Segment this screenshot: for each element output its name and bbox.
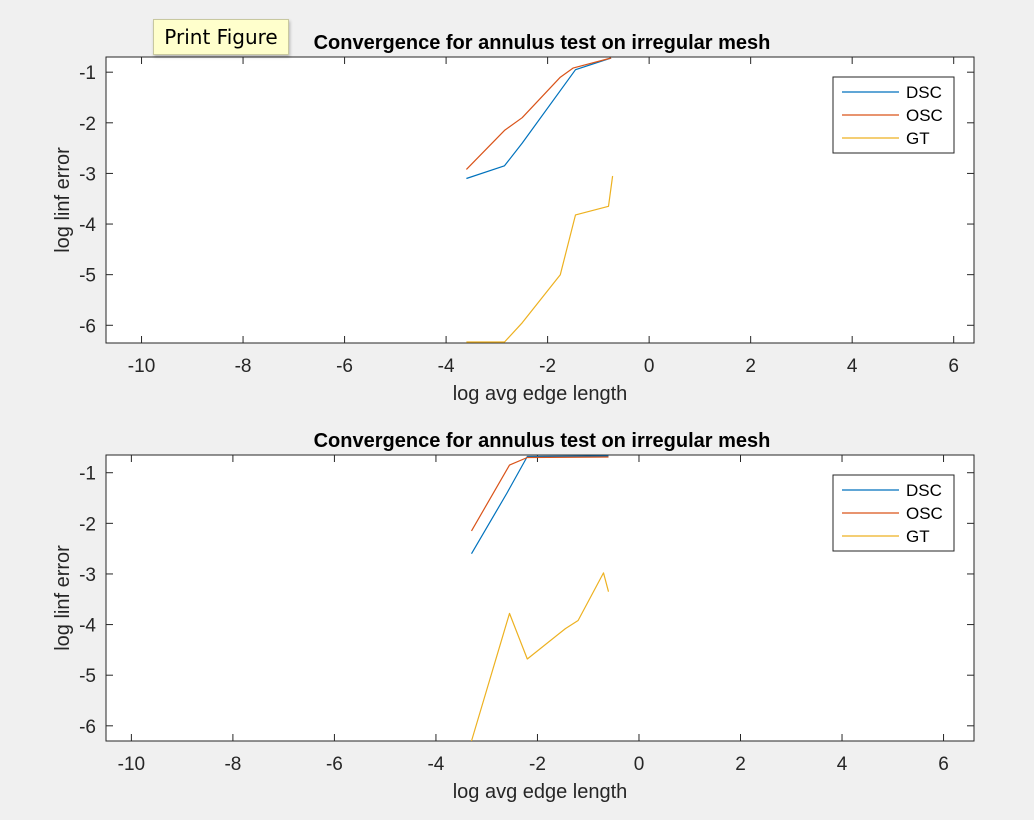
x-tick-label: 2 [735, 754, 746, 775]
chart-title: Convergence for annulus test on irregula… [314, 430, 771, 452]
x-tick-label: -2 [529, 754, 546, 775]
plot-area [105, 56, 975, 344]
y-tick-label: -3 [79, 565, 96, 586]
series-line-dsc [470, 455, 609, 555]
series-line-osc [470, 456, 609, 532]
x-tick-label: -4 [427, 754, 444, 775]
series-line-dsc [466, 57, 612, 180]
x-axis-label: log avg edge length [453, 781, 628, 803]
x-tick-label: -4 [438, 356, 455, 377]
x-tick-label: -10 [128, 356, 155, 377]
series-line-osc [465, 57, 612, 170]
x-tick-label: -6 [326, 754, 343, 775]
x-tick-label: 4 [837, 754, 848, 775]
series-line-gt [466, 175, 614, 343]
x-tick-label: 2 [745, 356, 756, 377]
x-axis-label: log avg edge length [453, 383, 628, 405]
legend: DSC OSC GT [832, 474, 955, 552]
x-tick-label: -6 [336, 356, 353, 377]
y-axis-label: log linf error [52, 147, 74, 253]
y-axis-label: log linf error [52, 545, 74, 651]
y-tick-label: -1 [79, 63, 96, 84]
legend: DSC OSC GT [832, 76, 955, 154]
print-figure-tooltip: Print Figure [153, 19, 289, 55]
y-tick-label: -3 [79, 164, 96, 185]
x-tick-label: 4 [847, 356, 858, 377]
x-tick-label: -10 [118, 754, 145, 775]
legend-label-osc: OSC [906, 106, 943, 125]
x-tick-label: -8 [235, 356, 252, 377]
y-tick-label: -2 [79, 114, 96, 135]
x-tick-label: 6 [938, 754, 949, 775]
legend-label-osc: OSC [906, 504, 943, 523]
x-tick-label: 6 [948, 356, 959, 377]
legend-label-dsc: DSC [906, 481, 942, 500]
legend-label-dsc: DSC [906, 83, 942, 102]
legend-label-gt: GT [906, 129, 930, 148]
legend-label-gt: GT [906, 527, 930, 546]
y-tick-label: -2 [79, 514, 96, 535]
plot-area [105, 454, 975, 742]
y-tick-label: -4 [79, 616, 96, 637]
y-tick-label: -1 [79, 464, 96, 485]
y-tick-label: -6 [79, 316, 96, 337]
x-tick-label: 0 [644, 356, 655, 377]
x-tick-label: -8 [224, 754, 241, 775]
y-tick-label: -4 [79, 215, 96, 236]
chart-2: -10 -8 -6 -4 -2 0 2 4 6 -6 -5 -4 -3 -2 -1 Convergence f… [52, 430, 975, 803]
series-line-gt [470, 572, 610, 742]
y-tick-label: -5 [79, 266, 96, 287]
y-tick-label: -5 [79, 666, 96, 687]
y-tick-label: -6 [79, 717, 96, 738]
x-tick-label: -2 [539, 356, 556, 377]
x-tick-label: 0 [634, 754, 645, 775]
chart-1: -10 -8 -6 -4 -2 0 2 4 6 -6 -5 -4 -3 -2 -1 Convergence f… [52, 32, 975, 405]
chart-title: Convergence for annulus test on irregula… [314, 32, 771, 54]
